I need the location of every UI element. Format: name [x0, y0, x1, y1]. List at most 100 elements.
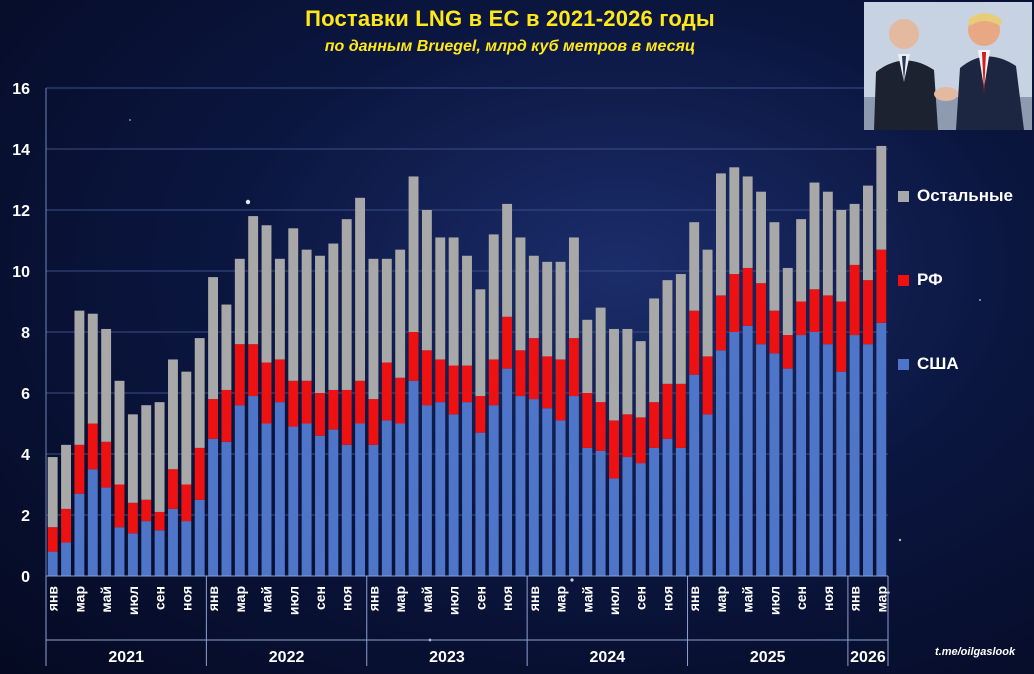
- bar-usa: [715, 350, 726, 576]
- y-axis-ticks: 0 2 4 6 8 10 12 14 16: [12, 81, 30, 586]
- star-field: [129, 119, 981, 642]
- year-label: 2026: [850, 649, 886, 666]
- bar-other: [368, 258, 379, 400]
- bar-usa: [274, 402, 285, 576]
- bar-other: [127, 414, 138, 503]
- bar-usa: [341, 444, 352, 576]
- bar-rf: [662, 383, 673, 439]
- bar-other: [555, 261, 566, 360]
- bar-rf: [87, 423, 98, 470]
- bar-rf: [822, 295, 833, 345]
- bar-usa: [395, 423, 406, 576]
- bar-other: [47, 457, 58, 528]
- bar-other: [863, 185, 873, 281]
- bar-usa: [488, 405, 499, 576]
- bar-rf: [715, 295, 726, 351]
- x-tick-label: мар: [392, 586, 408, 613]
- x-tick-label: сен: [793, 586, 809, 610]
- bar-usa: [381, 420, 392, 576]
- bar-usa: [328, 429, 339, 576]
- x-tick-label: ноя: [820, 586, 836, 611]
- bar-other: [689, 222, 700, 311]
- bar-other: [168, 359, 178, 470]
- bar-rf: [542, 356, 553, 409]
- bar-other: [248, 216, 259, 345]
- bar-other: [849, 203, 860, 265]
- x-tick-label: май: [740, 586, 756, 613]
- bar-usa: [622, 457, 633, 576]
- bar-usa: [822, 344, 833, 576]
- x-tick-label: май: [98, 586, 114, 613]
- chart-title: Поставки LNG в ЕС в 2021-2026 годы: [305, 6, 715, 31]
- x-tick-label: мар: [232, 586, 248, 613]
- x-tick-label: мар: [713, 586, 729, 613]
- bar-usa: [208, 438, 219, 576]
- bars: [47, 145, 887, 576]
- bar-other: [261, 225, 272, 363]
- bar-usa: [101, 487, 112, 576]
- bar-rf: [622, 414, 633, 458]
- bar-rf: [756, 283, 766, 345]
- bar-other: [822, 191, 833, 296]
- bar-other: [448, 237, 459, 366]
- bar-other: [341, 219, 352, 390]
- bar-usa: [355, 423, 366, 576]
- bar-rf: [836, 301, 847, 372]
- bar-rf: [248, 344, 259, 397]
- bar-rf: [208, 399, 219, 439]
- bar-usa: [421, 405, 432, 576]
- bar-usa: [809, 332, 820, 576]
- bar-other: [328, 243, 339, 390]
- bar-other: [782, 267, 793, 336]
- bar-rf: [515, 350, 526, 397]
- x-tick-label: янв: [686, 586, 702, 612]
- bar-rf: [194, 447, 205, 500]
- x-tick-label: сен: [312, 586, 328, 610]
- bar-other: [488, 234, 499, 360]
- bar-other: [742, 176, 753, 268]
- bar-other: [181, 371, 192, 485]
- legend-label-other: Остальные: [917, 186, 1013, 205]
- x-tick-label: май: [259, 586, 275, 613]
- legend-item-other: Остальные: [898, 186, 1013, 206]
- y-tick-label: 16: [12, 81, 30, 98]
- bar-rf: [809, 289, 820, 332]
- bar-other: [502, 203, 513, 317]
- bar-usa: [141, 521, 152, 576]
- bar-other: [381, 258, 392, 363]
- bar-usa: [368, 444, 379, 576]
- bar-usa: [876, 322, 887, 576]
- bar-other: [729, 167, 740, 275]
- bar-usa: [221, 441, 232, 576]
- year-label: 2024: [590, 649, 626, 666]
- bar-rf: [555, 359, 566, 421]
- bar-usa: [448, 414, 459, 576]
- bar-usa: [609, 478, 619, 576]
- bar-rf: [381, 362, 392, 421]
- bar-other: [582, 319, 593, 393]
- bar-usa: [742, 325, 753, 576]
- bar-rf: [61, 508, 71, 543]
- bar-rf: [609, 420, 619, 479]
- bar-other: [288, 228, 299, 381]
- bar-usa: [836, 371, 847, 576]
- x-tick-label: июл: [446, 586, 462, 615]
- bar-other: [301, 249, 312, 381]
- bar-rf: [328, 389, 339, 430]
- bar-rf: [234, 344, 245, 406]
- bar-usa: [87, 469, 98, 576]
- x-axis-year-labels: 2021 2022 2023 2024 2025 2026: [45, 575, 889, 666]
- x-tick-label: мар: [553, 586, 569, 613]
- x-tick-label: янв: [847, 586, 863, 612]
- bar-other: [408, 176, 419, 332]
- x-tick-label: май: [579, 586, 595, 613]
- bar-rf: [729, 274, 740, 332]
- bar-rf: [168, 469, 178, 509]
- year-label: 2023: [429, 649, 465, 666]
- legend-label-usa: США: [917, 354, 959, 373]
- y-tick-label: 8: [21, 325, 30, 342]
- bar-rf: [635, 417, 646, 464]
- x-tick-label: сен: [472, 586, 488, 610]
- bar-rf: [114, 484, 125, 528]
